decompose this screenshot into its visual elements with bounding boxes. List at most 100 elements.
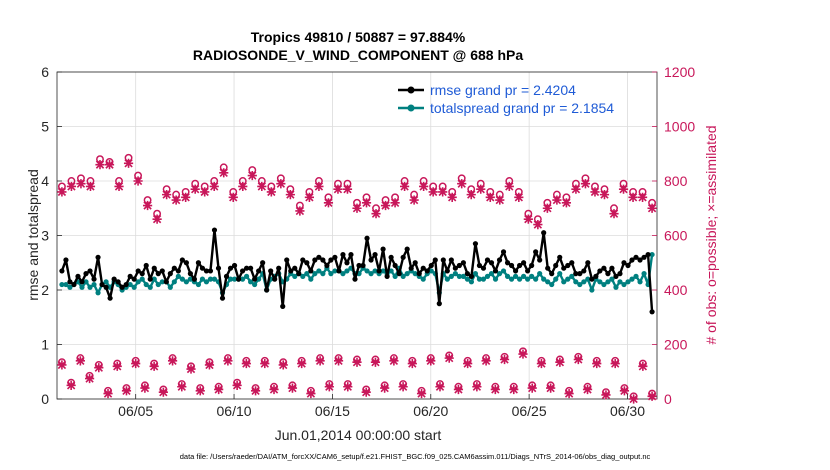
rmse-point — [500, 249, 507, 255]
rmse-point — [472, 241, 479, 247]
obs-assimilated-marker — [247, 170, 257, 181]
rmse-point — [187, 271, 193, 277]
rmse-point — [75, 273, 81, 279]
footer-data-file: data file: /Users/raeder/DAI/ATM_forcXX/… — [180, 452, 651, 461]
rmse-point — [243, 265, 250, 271]
rmse-point — [392, 262, 398, 269]
rmse-point — [432, 257, 438, 263]
rmse-point — [581, 268, 587, 274]
legend-label-rmse: rmse grand pr = 2.4204 — [430, 82, 576, 98]
totalspread-point — [504, 273, 511, 279]
obs-assimilated-marker — [546, 383, 556, 393]
totalspread-point — [320, 271, 326, 277]
totalspread-point — [203, 279, 210, 285]
totalspread-point — [239, 276, 246, 282]
x-tick-label: 06/10 — [217, 403, 252, 419]
obs-assimilated-marker — [228, 192, 238, 202]
totalspread-point — [521, 273, 527, 279]
obs-assimilated-marker — [504, 181, 514, 192]
rmse-line — [60, 228, 654, 312]
obs-assimilated-marker — [555, 357, 565, 367]
totalspread-point — [537, 271, 543, 277]
rmse-point — [424, 268, 430, 274]
rmse-point — [71, 281, 77, 288]
obs-assimilated-marker — [536, 358, 547, 369]
rmse-point — [585, 260, 591, 266]
y-right-tick-label: 600 — [664, 228, 688, 244]
obs-assimilated-marker — [306, 388, 316, 399]
totalspread-point — [95, 290, 101, 296]
rmse-point — [79, 279, 85, 285]
obs-assimilated-marker — [177, 382, 187, 392]
obs-assimilated-marker — [190, 184, 200, 194]
rmse-point — [284, 257, 290, 263]
totalspread-point — [597, 279, 603, 285]
rmse-point — [328, 257, 334, 263]
totalspread-point — [460, 273, 466, 279]
rmse-point — [645, 251, 651, 258]
totalspread-point — [448, 273, 454, 279]
totalspread-point — [400, 273, 406, 279]
obs-assimilated-marker — [609, 209, 619, 219]
totalspread-point — [243, 273, 250, 279]
rmse-point — [215, 265, 222, 271]
x-tick-label: 06/05 — [118, 403, 153, 419]
totalspread-point — [525, 276, 531, 282]
rmse-point — [348, 251, 354, 258]
chart-title-line2: RADIOSONDE_V_WIND_COMPONENT @ 688 hPa — [193, 47, 523, 63]
rmse-point — [420, 265, 426, 271]
totalspread-point — [207, 276, 214, 282]
obs-assimilated-marker — [638, 361, 648, 371]
totalspread-point — [444, 276, 450, 282]
obs-assimilated-marker — [186, 364, 196, 374]
y-right-tick-label: 200 — [664, 337, 688, 353]
rmse-point — [468, 273, 475, 279]
rmse-point — [280, 303, 286, 309]
totalspread-point — [135, 279, 141, 285]
obs-assimilated-marker — [573, 354, 583, 365]
rmse-point — [400, 254, 406, 260]
obs-assimilated-marker — [647, 391, 657, 401]
obs-assimilated-marker — [158, 387, 168, 397]
obs-assimilated-marker — [371, 209, 381, 219]
obs-assimilated-marker — [121, 386, 132, 396]
obs-assimilated-marker — [324, 382, 334, 392]
totalspread-point — [147, 284, 153, 290]
totalspread-point — [633, 273, 639, 279]
y-right-tick-label: 400 — [664, 282, 688, 298]
obs-assimilated-marker — [200, 187, 210, 197]
totalspread-point — [428, 268, 434, 274]
obs-assimilated-marker — [285, 190, 295, 200]
obs-assimilated-marker — [552, 195, 562, 205]
obs-assimilated-marker — [389, 356, 399, 366]
obs-assimilated-marker — [149, 361, 159, 371]
rmse-point — [356, 262, 362, 269]
obs-assimilated-marker — [509, 384, 519, 395]
obs-assimilated-marker — [499, 354, 510, 365]
rmse-point — [529, 262, 535, 269]
rmse-point — [119, 284, 125, 290]
totalspread-point — [344, 268, 350, 274]
obs-assimilated-marker — [152, 214, 162, 224]
totalspread-point — [516, 276, 523, 282]
obs-assimilated-marker — [361, 387, 371, 397]
totalspread-point — [512, 273, 519, 279]
rmse-point — [404, 246, 410, 252]
totalspread-point — [589, 287, 595, 293]
totalspread-point — [605, 279, 611, 285]
rmse-point — [199, 265, 206, 271]
obs-assimilated-marker — [561, 198, 572, 208]
totalspread-point — [541, 276, 547, 282]
obs-assimilated-marker — [592, 358, 602, 369]
totalspread-point — [304, 271, 310, 277]
obs-assimilated-marker — [601, 390, 611, 400]
rmse-point — [641, 254, 647, 260]
rmse-point — [135, 268, 141, 274]
obs-assimilated-marker — [84, 373, 95, 384]
totalspread-point — [159, 279, 165, 285]
rmse-point — [609, 265, 615, 271]
totalspread-point — [155, 281, 161, 288]
obs-assimilated-marker — [419, 181, 429, 192]
totalspread-point — [569, 273, 575, 279]
rmse-point — [533, 249, 539, 255]
